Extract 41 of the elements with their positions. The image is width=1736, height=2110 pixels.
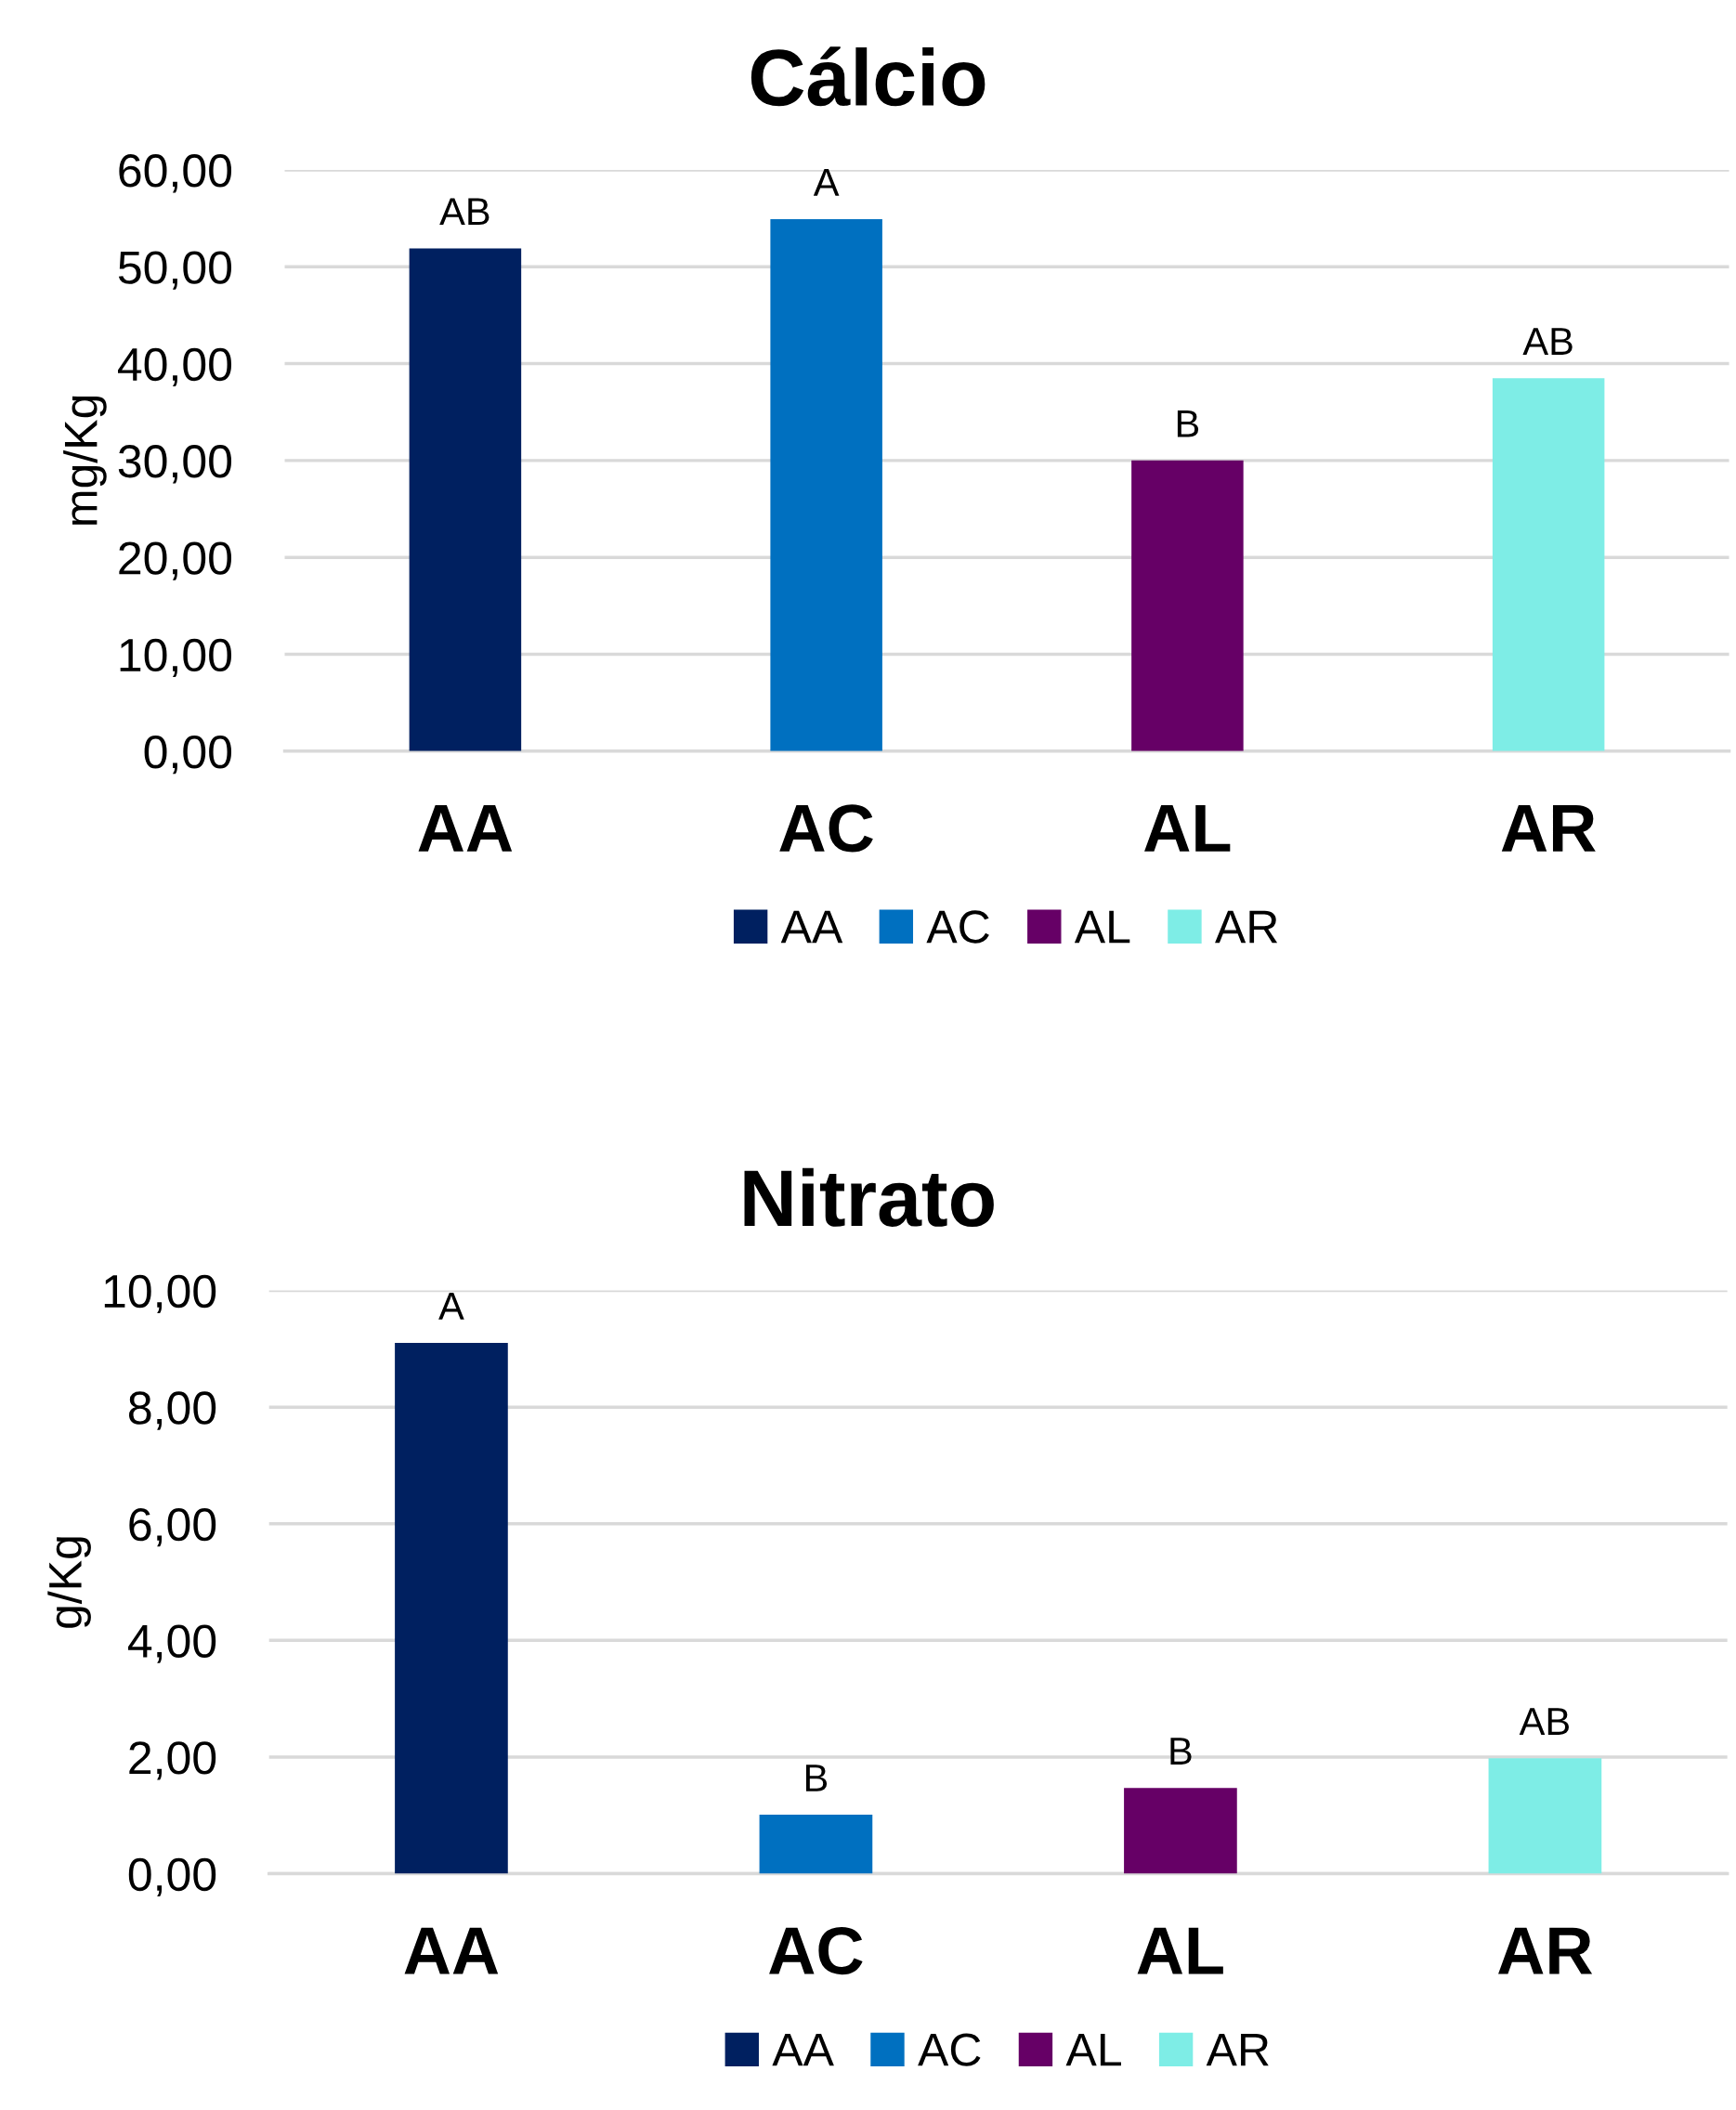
annotation: B [805,1765,828,1791]
x-tick-label: AC [779,804,873,853]
y-tick-label: 4,00 [127,1624,216,1663]
x-tick-label: AA [418,805,513,852]
annotation: A [438,1293,464,1320]
y-tick-label: 40,00 [118,347,232,387]
x-tick-label: AR [1498,1927,1593,1974]
legend-label: AR [1215,910,1278,944]
x-tick-label: AC [769,1927,863,1975]
y-axis-title: g/Kg [47,1537,91,1628]
legend-label: AL [1074,910,1130,944]
x-tick-label: AR [1501,805,1596,852]
legend-label: AR [1206,2033,1269,2066]
annotation: AB [1522,328,1573,355]
annotation: B [1170,1738,1192,1765]
annotation: AB [439,198,489,226]
legend-label: AC [918,2033,981,2066]
y-tick-label: 6,00 [129,1507,216,1547]
chart-title: Nitrato [744,1167,994,1227]
y-tick-label: 20,00 [119,541,232,580]
y-tick-label: 0,00 [144,736,232,775]
legend-label: AA [780,910,843,944]
annotation: AB [1519,1708,1569,1735]
y-tick-label: 10,00 [104,1274,216,1314]
y-tick-label: 0,00 [128,1857,216,1897]
y-tick-label: 10,00 [120,638,232,678]
annotation: B [1177,410,1199,437]
annotation: A [813,169,840,196]
x-tick-label: AA [404,1927,499,1974]
x-tick-label: AL [1137,1927,1223,1974]
y-tick-label: 30,00 [118,445,232,484]
legend-label: AC [926,910,989,944]
chart-title: Cálcio [751,46,985,107]
y-tick-label: 60,00 [119,154,232,193]
y-tick-label: 50,00 [118,251,232,290]
legend-label: AL [1065,2033,1121,2066]
y-axis-title: mg/Kg [63,396,107,525]
x-tick-label: AL [1144,805,1231,852]
y-tick-label: 2,00 [129,1741,216,1780]
legend-label: AA [772,2033,834,2066]
y-tick-label: 8,00 [129,1391,216,1430]
